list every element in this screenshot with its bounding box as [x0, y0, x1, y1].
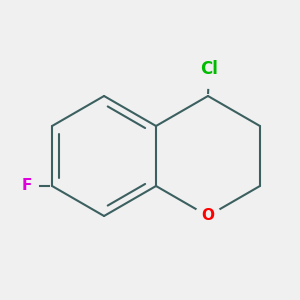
- Text: F: F: [22, 178, 32, 194]
- Circle shape: [195, 203, 220, 229]
- Text: Cl: Cl: [200, 60, 218, 78]
- Circle shape: [190, 50, 228, 88]
- Text: O: O: [202, 208, 214, 224]
- Circle shape: [16, 175, 38, 197]
